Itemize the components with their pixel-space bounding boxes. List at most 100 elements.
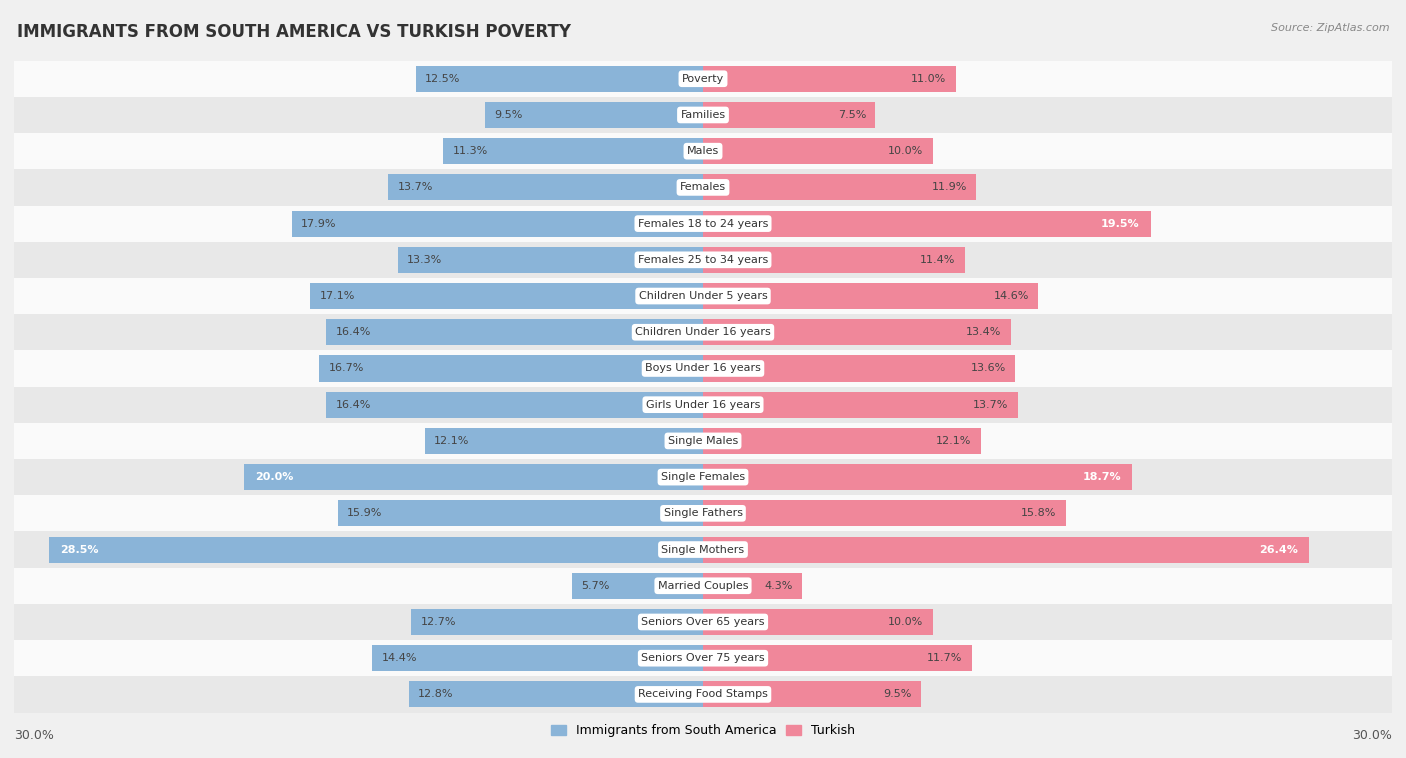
Text: 13.7%: 13.7%	[398, 183, 433, 193]
Text: 11.4%: 11.4%	[921, 255, 956, 265]
Text: 12.1%: 12.1%	[434, 436, 470, 446]
Text: 7.5%: 7.5%	[838, 110, 866, 120]
Bar	[703, 247, 965, 273]
Text: 20.0%: 20.0%	[256, 472, 294, 482]
Bar	[443, 138, 703, 164]
Bar	[337, 500, 703, 526]
Bar	[703, 174, 976, 200]
Text: 16.4%: 16.4%	[336, 399, 371, 409]
Bar	[14, 495, 1392, 531]
Text: 4.3%: 4.3%	[765, 581, 793, 590]
Bar	[292, 211, 703, 236]
Text: 12.8%: 12.8%	[418, 690, 454, 700]
Text: Males: Males	[688, 146, 718, 156]
Bar	[703, 356, 1015, 381]
Bar	[373, 645, 703, 672]
Text: 12.5%: 12.5%	[425, 74, 461, 83]
Bar	[703, 681, 921, 707]
Bar	[703, 66, 956, 92]
Bar	[703, 500, 1066, 526]
Legend: Immigrants from South America, Turkish: Immigrants from South America, Turkish	[546, 719, 860, 742]
Text: 15.9%: 15.9%	[347, 509, 382, 518]
Bar	[703, 573, 801, 599]
Text: 28.5%: 28.5%	[60, 544, 98, 555]
Text: Girls Under 16 years: Girls Under 16 years	[645, 399, 761, 409]
Text: Boys Under 16 years: Boys Under 16 years	[645, 364, 761, 374]
Bar	[703, 211, 1152, 236]
Bar	[703, 283, 1038, 309]
Bar	[14, 423, 1392, 459]
Bar	[572, 573, 703, 599]
Text: 5.7%: 5.7%	[581, 581, 610, 590]
Text: 10.0%: 10.0%	[889, 617, 924, 627]
Bar	[14, 387, 1392, 423]
Bar	[326, 392, 703, 418]
Text: Single Fathers: Single Fathers	[664, 509, 742, 518]
Text: Seniors Over 65 years: Seniors Over 65 years	[641, 617, 765, 627]
Bar	[14, 568, 1392, 604]
Bar	[243, 464, 703, 490]
Text: Single Mothers: Single Mothers	[661, 544, 745, 555]
Bar	[319, 356, 703, 381]
Bar	[703, 645, 972, 672]
Text: 12.7%: 12.7%	[420, 617, 456, 627]
Text: 30.0%: 30.0%	[1353, 729, 1392, 742]
Bar	[14, 459, 1392, 495]
Bar	[703, 464, 1132, 490]
Bar	[398, 247, 703, 273]
Bar	[48, 537, 703, 562]
Text: Married Couples: Married Couples	[658, 581, 748, 590]
Bar	[14, 97, 1392, 133]
Text: 11.3%: 11.3%	[453, 146, 488, 156]
Text: Single Males: Single Males	[668, 436, 738, 446]
Text: 17.9%: 17.9%	[301, 218, 336, 229]
Text: 13.4%: 13.4%	[966, 327, 1001, 337]
Bar	[425, 428, 703, 454]
Text: 14.6%: 14.6%	[994, 291, 1029, 301]
Text: Children Under 16 years: Children Under 16 years	[636, 327, 770, 337]
Bar	[703, 537, 1309, 562]
Text: 26.4%: 26.4%	[1258, 544, 1298, 555]
Text: Females 18 to 24 years: Females 18 to 24 years	[638, 218, 768, 229]
Text: 11.9%: 11.9%	[932, 183, 967, 193]
Bar	[14, 169, 1392, 205]
Text: 16.7%: 16.7%	[329, 364, 364, 374]
Text: Receiving Food Stamps: Receiving Food Stamps	[638, 690, 768, 700]
Bar	[485, 102, 703, 128]
Bar	[14, 242, 1392, 278]
Text: 13.7%: 13.7%	[973, 399, 1008, 409]
Text: Source: ZipAtlas.com: Source: ZipAtlas.com	[1271, 23, 1389, 33]
Bar	[14, 531, 1392, 568]
Text: 15.8%: 15.8%	[1021, 509, 1057, 518]
Text: 17.1%: 17.1%	[319, 291, 354, 301]
Bar	[14, 278, 1392, 314]
Text: 11.7%: 11.7%	[927, 653, 963, 663]
Text: Poverty: Poverty	[682, 74, 724, 83]
Text: Females: Females	[681, 183, 725, 193]
Text: IMMIGRANTS FROM SOUTH AMERICA VS TURKISH POVERTY: IMMIGRANTS FROM SOUTH AMERICA VS TURKISH…	[17, 23, 571, 41]
Text: Children Under 5 years: Children Under 5 years	[638, 291, 768, 301]
Bar	[14, 205, 1392, 242]
Bar	[14, 350, 1392, 387]
Bar	[703, 138, 932, 164]
Text: 9.5%: 9.5%	[494, 110, 523, 120]
Bar	[311, 283, 703, 309]
Bar	[326, 319, 703, 346]
Text: Seniors Over 75 years: Seniors Over 75 years	[641, 653, 765, 663]
Text: 10.0%: 10.0%	[889, 146, 924, 156]
Text: 18.7%: 18.7%	[1083, 472, 1121, 482]
Text: 19.5%: 19.5%	[1101, 218, 1139, 229]
Text: 11.0%: 11.0%	[911, 74, 946, 83]
Bar	[14, 676, 1392, 713]
Text: 9.5%: 9.5%	[883, 690, 912, 700]
Bar	[412, 609, 703, 635]
Text: Females 25 to 34 years: Females 25 to 34 years	[638, 255, 768, 265]
Bar	[14, 314, 1392, 350]
Bar	[14, 61, 1392, 97]
Text: 14.4%: 14.4%	[381, 653, 418, 663]
Bar	[14, 604, 1392, 640]
Text: 30.0%: 30.0%	[14, 729, 53, 742]
Text: 13.6%: 13.6%	[972, 364, 1007, 374]
Text: Single Females: Single Females	[661, 472, 745, 482]
Bar	[703, 428, 981, 454]
